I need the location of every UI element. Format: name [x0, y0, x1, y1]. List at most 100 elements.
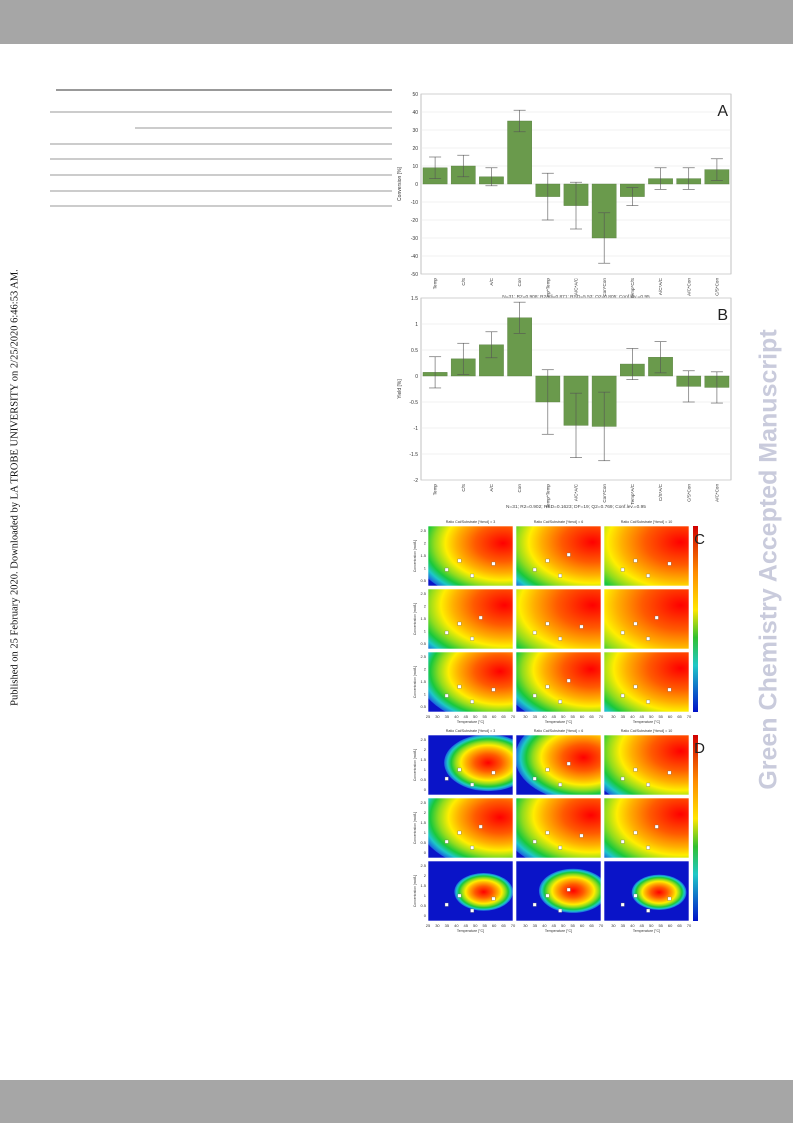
x-tick-label: 65 — [677, 714, 682, 719]
x-tick-label: 40 — [630, 714, 635, 719]
x-tick-label: C/S — [461, 484, 466, 492]
y-axis-label: Concentration [mol/L] — [413, 540, 417, 572]
x-tick-label: 50 — [561, 714, 566, 719]
design-point — [620, 693, 625, 698]
design-point — [444, 902, 449, 907]
design-point — [667, 770, 672, 775]
x-axis-label: Temperature [°C] — [457, 929, 484, 933]
x-tick-label: A/C — [489, 277, 494, 285]
y-tick-label: 50 — [412, 92, 418, 98]
x-tick-label: 70 — [599, 923, 604, 928]
x-tick-label: Con — [517, 484, 522, 493]
contour-cell — [428, 526, 513, 586]
y-tick-label: -30 — [411, 236, 418, 242]
design-point — [545, 558, 550, 563]
y-tick-label: 0.5 — [411, 348, 418, 354]
x-tick-label: Temp*C/S — [630, 278, 635, 299]
x-tick-label: A/C*Con — [715, 484, 720, 502]
y-tick-label: 2 — [424, 873, 427, 878]
y-tick-label: 1.5 — [420, 616, 426, 621]
x-tick-label: 40 — [454, 714, 459, 719]
design-point — [620, 630, 625, 635]
design-point — [532, 630, 537, 635]
y-axis-label: Concentration [mol/L] — [413, 666, 417, 698]
design-point — [633, 558, 638, 563]
x-tick-label: 55 — [482, 714, 487, 719]
panel-label: C — [694, 531, 705, 548]
contour-cell — [428, 735, 513, 795]
x-tick-label: Temp*Temp — [545, 278, 550, 303]
x-tick-label: 45 — [640, 714, 645, 719]
design-point — [444, 693, 449, 698]
y-tick-label: 1 — [424, 767, 427, 772]
design-point — [646, 908, 651, 913]
x-tick-label: C/S*Con — [686, 484, 691, 502]
x-tick-label: 65 — [589, 923, 594, 928]
y-tick-label: 1 — [424, 692, 427, 697]
footer-bar — [0, 1080, 793, 1123]
x-tick-label: 25 — [426, 923, 431, 928]
cell-border — [427, 797, 514, 859]
x-tick-label: 50 — [649, 714, 654, 719]
x-tick-label: 70 — [687, 714, 692, 719]
contour-field — [538, 868, 601, 913]
y-tick-label: 2.5 — [420, 800, 426, 805]
design-point — [444, 776, 449, 781]
y-tick-label: -0.5 — [409, 400, 418, 406]
y-tick-label: 2 — [424, 541, 427, 546]
design-point — [457, 621, 462, 626]
x-tick-label: 50 — [473, 714, 478, 719]
y-tick-label: 0 — [415, 182, 418, 188]
design-point — [491, 687, 496, 692]
design-point — [558, 845, 563, 850]
y-tick-label: 20 — [412, 146, 418, 152]
y-tick-label: 2.5 — [420, 863, 426, 868]
design-point — [457, 767, 462, 772]
cell-border — [427, 734, 514, 796]
design-point — [532, 776, 537, 781]
y-tick-label: 30 — [412, 128, 418, 134]
contour-field — [516, 735, 601, 795]
design-point — [470, 845, 475, 850]
design-point — [444, 567, 449, 572]
panel-label: D — [694, 740, 705, 757]
cell-border — [427, 860, 514, 922]
y-tick-label: 1.5 — [420, 757, 426, 762]
y-tick-label: 0 — [415, 374, 418, 380]
design-point — [558, 636, 563, 641]
column-title: Ratio Cat/Substrate [%mol] = 10 — [621, 520, 672, 524]
x-tick-label: Temp — [433, 484, 438, 496]
cell-border — [603, 525, 690, 587]
x-tick-label: 40 — [630, 923, 635, 928]
x-tick-label: Con — [517, 278, 522, 287]
contour-field — [428, 798, 513, 858]
contour-cell — [428, 861, 513, 921]
x-tick-label: Con*Con — [602, 484, 607, 503]
design-point — [532, 839, 537, 844]
design-point — [491, 770, 496, 775]
x-tick-label: 35 — [533, 923, 538, 928]
x-tick-label: 60 — [492, 714, 497, 719]
x-tick-label: 55 — [482, 923, 487, 928]
y-tick-label: 0.5 — [420, 903, 426, 908]
x-tick-label: 45 — [464, 714, 469, 719]
y-tick-label: 2 — [424, 747, 427, 752]
y-tick-label: 0 — [424, 787, 427, 792]
design-point — [558, 908, 563, 913]
y-tick-label: -1.5 — [409, 452, 418, 458]
x-axis-label: Temperature [°C] — [633, 720, 660, 724]
x-tick-label: 60 — [668, 714, 673, 719]
design-point — [620, 567, 625, 572]
design-point — [566, 552, 571, 557]
y-axis-label: Concentration [mol/L] — [413, 603, 417, 635]
design-point — [667, 561, 672, 566]
design-point — [633, 893, 638, 898]
cell-border — [515, 525, 602, 587]
contour-field — [604, 526, 689, 586]
header-bar — [0, 0, 793, 44]
x-tick-label: 35 — [533, 714, 538, 719]
y-tick-label: 1 — [424, 566, 427, 571]
x-tick-label: 55 — [570, 714, 575, 719]
design-point — [478, 615, 483, 620]
design-point — [470, 636, 475, 641]
